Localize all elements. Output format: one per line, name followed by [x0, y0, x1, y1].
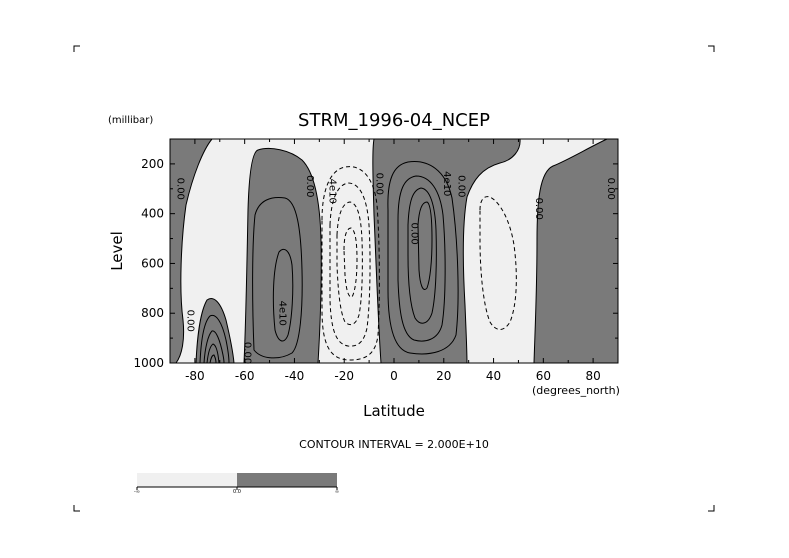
- positive-contours: [199, 161, 459, 364]
- contour-label: 4e10: [441, 171, 452, 196]
- contour-label: 0.00: [242, 342, 253, 364]
- colorbar-segment-negative: [137, 473, 237, 487]
- contour-sh-polar-2: [203, 330, 225, 364]
- y-tick-label: 200: [141, 157, 164, 171]
- contour-label: 0.00: [304, 175, 315, 197]
- y-tick-label: 600: [141, 256, 164, 270]
- y-axis: 200 400 600 800 1000: [133, 138, 618, 370]
- x-tick-label: 40: [486, 369, 501, 383]
- x-tick-label: -20: [334, 369, 354, 383]
- contour-labels: 0.00 0.00 0.00 4e10 0.00 4e10 0.00 4e10 0.00 0.00…: [174, 171, 616, 364]
- contour-nh-ferrel: [479, 196, 517, 330]
- colorbar: -∞ 0.0 ∞: [134, 473, 339, 495]
- x-unit-label: (degrees_north): [532, 384, 620, 397]
- contour-label: 0.00: [605, 178, 616, 200]
- x-tick-label: 60: [536, 369, 551, 383]
- contour-sh-polar-3: [206, 343, 220, 364]
- contour-label: 4e10: [326, 179, 337, 204]
- y-tick-label: 800: [141, 306, 164, 320]
- y-axis-label: Level: [108, 231, 126, 271]
- region-sh-edge: [169, 138, 214, 364]
- contour-sh-polar-1: [199, 314, 230, 364]
- contour-sh-hadley-1: [321, 166, 380, 361]
- x-tick-label: 0: [390, 369, 398, 383]
- contour-label: 0.00: [533, 198, 544, 220]
- y-unit-label: (millibar): [108, 115, 153, 126]
- x-tick-label: -80: [185, 369, 205, 383]
- colorbar-segment-positive: [237, 473, 337, 487]
- contour-label: 4e10: [277, 301, 288, 326]
- region-nh-hadley-cell: [372, 138, 521, 364]
- contour-label: 0.00: [374, 173, 385, 195]
- colorbar-label-left: -∞: [134, 489, 140, 495]
- corner-marks: [73, 45, 715, 512]
- x-tick-label: -60: [235, 369, 255, 383]
- plot-area: 0.00 0.00 0.00 4e10 0.00 4e10 0.00 4e10 0.00 0.00…: [169, 138, 619, 364]
- contour-sh-ferrel-2: [272, 248, 294, 342]
- x-tick-label: 80: [585, 369, 600, 383]
- contour-nh-hadley-4: [417, 201, 433, 290]
- x-tick-label: -40: [285, 369, 305, 383]
- chart-title: STRM_1996-04_NCEP: [298, 110, 490, 131]
- contour-nh-hadley-1: [387, 161, 459, 355]
- contour-label: 0.00: [456, 175, 467, 197]
- y-tick-label: 400: [141, 207, 164, 221]
- contour-sh-hadley-3: [336, 201, 363, 326]
- colorbar-label-right: ∞: [335, 489, 339, 495]
- contour-interval-text: CONTOUR INTERVAL = 2.000E+10: [299, 438, 489, 451]
- y-tick-label: 1000: [133, 356, 164, 370]
- contour-nh-hadley-2: [397, 175, 446, 342]
- contour-sh-hadley-4: [343, 227, 358, 298]
- contour-label: 0.00: [174, 178, 185, 200]
- x-axis: -80 -60 -40 -20 0 20 40 60 80: [169, 139, 619, 383]
- contour-nh-hadley-3: [407, 187, 437, 324]
- contour-sh-polar-4: [209, 354, 217, 364]
- x-axis-label: Latitude: [363, 402, 425, 420]
- x-tick-label: 20: [436, 369, 451, 383]
- contour-sh-ferrel-1: [252, 197, 303, 359]
- region-nh-high-lat: [533, 138, 619, 364]
- colorbar-label-mid: 0.0: [233, 489, 241, 495]
- negative-contours: [321, 166, 517, 361]
- contour-label: 0.00: [408, 222, 419, 244]
- contour-label: 0.00: [184, 310, 195, 332]
